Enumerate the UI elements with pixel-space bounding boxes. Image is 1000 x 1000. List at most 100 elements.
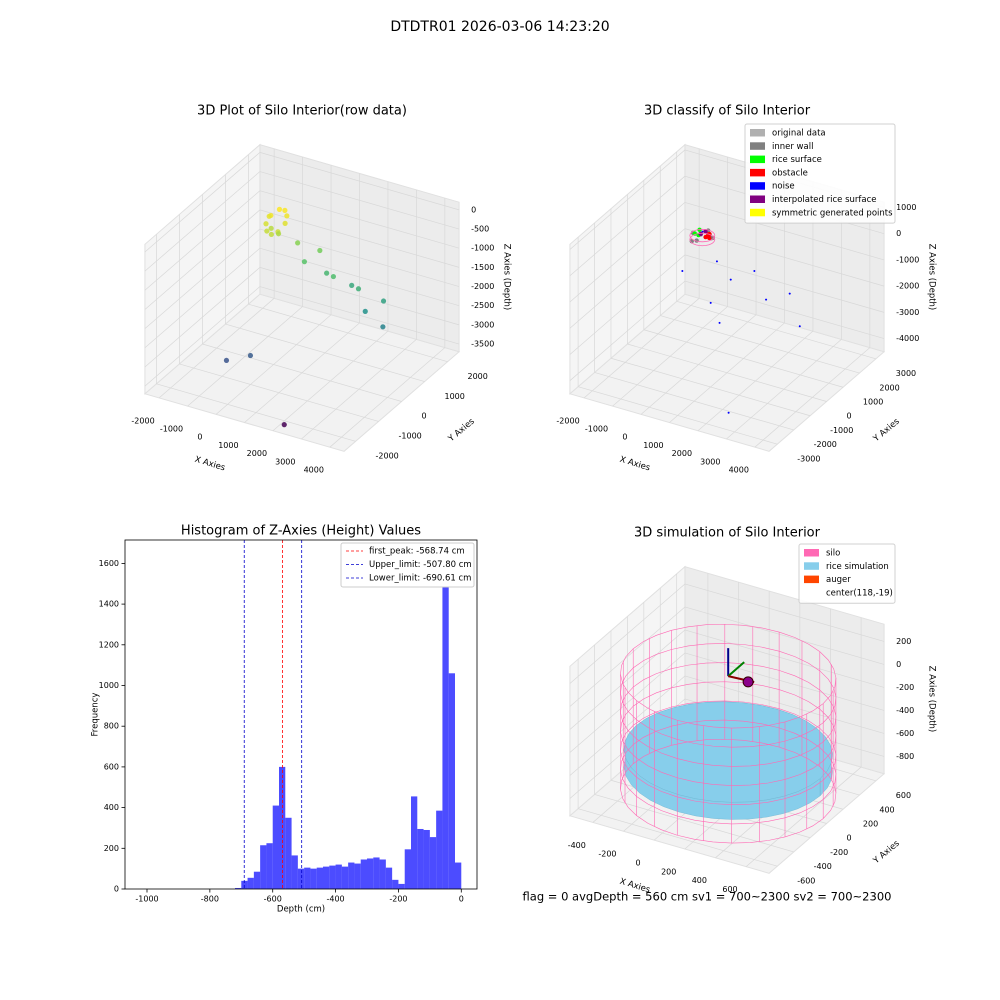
y-tick-label: 200: [104, 844, 119, 853]
grid-line: [156, 383, 356, 442]
bar: [360, 859, 367, 889]
bar: [348, 862, 355, 889]
point: [317, 247, 323, 254]
y-tick-label: -200: [830, 848, 848, 857]
wall-ring: [689, 232, 716, 247]
legend-swatch: [750, 142, 765, 150]
auger: [742, 676, 754, 688]
grid-line: [684, 254, 885, 313]
point: [698, 231, 703, 237]
y-tick-label: 800: [104, 722, 119, 731]
grid-line: [248, 303, 448, 363]
y-tick-label: 400: [104, 803, 119, 812]
point: [275, 231, 282, 237]
y-tick-label: -400: [814, 862, 832, 871]
y-tick-label: 1600: [99, 559, 119, 568]
legend-label: symmetric generated points: [772, 208, 893, 218]
grid-line: [569, 652, 686, 753]
y-tick-label: 0: [422, 412, 427, 421]
x-tick-label: -400: [326, 895, 344, 904]
y-tick-label: 0: [114, 885, 119, 894]
grid-line: [684, 280, 885, 339]
y-tick-label: -600: [797, 876, 815, 885]
x-tick-label: -600: [264, 895, 282, 904]
bar: [335, 864, 342, 889]
y-axis-label: Y Axies: [446, 416, 477, 444]
grid-line: [569, 202, 686, 303]
legend-label: first_peak: -568.74 cm: [369, 547, 465, 557]
bar: [235, 887, 242, 889]
point: [276, 206, 283, 212]
grid-line: [569, 149, 686, 250]
grid-line: [259, 171, 460, 230]
bar: [442, 555, 449, 889]
bar: [316, 867, 323, 889]
grid-line: [660, 315, 860, 374]
subplot-title: Histogram of Z-Axies (Height) Values: [181, 524, 421, 539]
legend-label: noise: [772, 182, 795, 192]
y-tick-label: 1000: [863, 397, 883, 406]
grid-line: [569, 675, 686, 776]
legend-frame: [744, 123, 896, 224]
point: [798, 325, 801, 328]
y-axis-label: Frequency: [91, 693, 101, 737]
z-tick-label: -2500: [471, 301, 494, 310]
grid-line: [643, 329, 844, 388]
bar: [297, 868, 305, 889]
z-tick-label: -1000: [471, 244, 494, 253]
z-tick-label: -2000: [896, 282, 919, 291]
grid-line: [259, 209, 460, 268]
y-axis-label: Y Axies: [871, 838, 902, 866]
point: [681, 269, 684, 272]
point: [707, 235, 712, 241]
grid-line: [259, 190, 460, 249]
grid-line: [202, 343, 402, 402]
y-tick-label: 400: [879, 805, 894, 814]
point: [263, 221, 269, 227]
x-tick-label: -2000: [131, 416, 154, 425]
bar: [354, 863, 361, 889]
z-tick-label: 200: [896, 637, 911, 646]
x-tick-label: 3000: [275, 457, 295, 466]
bar: [310, 868, 317, 889]
bar: [423, 829, 430, 889]
point: [264, 228, 270, 234]
x-tick-label: 0: [622, 433, 627, 442]
point: [349, 282, 355, 288]
point: [380, 298, 387, 304]
legend-label: Lower_limit: -690.61 cm: [369, 574, 471, 584]
bar: [455, 862, 462, 889]
legend-label: interpolated rice surface: [772, 195, 877, 205]
grid-line: [569, 175, 686, 277]
x-tick-label: -1000: [160, 425, 183, 434]
grid-line: [259, 152, 460, 211]
point: [727, 411, 730, 414]
grid-line: [259, 247, 460, 307]
grid-line: [259, 286, 460, 345]
grid-line: [569, 583, 686, 684]
point: [729, 278, 732, 281]
bar: [385, 867, 393, 889]
z-axis-label: Z Axies (Depth): [502, 244, 512, 311]
point: [295, 240, 301, 246]
x-tick-label: -2000: [556, 416, 579, 425]
point: [324, 270, 330, 276]
grid-line: [144, 267, 261, 368]
z-tick-label: -2000: [471, 282, 494, 291]
grid-line: [569, 228, 686, 329]
legend-frame: [798, 543, 896, 604]
bar: [247, 877, 254, 889]
grid-line: [144, 190, 261, 291]
bar: [323, 866, 330, 889]
y-tick-label: 0: [847, 834, 852, 843]
point: [709, 301, 712, 304]
legend-label: silo: [826, 549, 840, 559]
bar: [367, 858, 374, 889]
y-tick-label: 1400: [99, 600, 119, 609]
legend-label: obstacle: [772, 168, 808, 178]
x-tick-label: 2000: [672, 449, 692, 458]
bar: [272, 805, 279, 889]
x-tick-label: 200: [661, 867, 676, 876]
x-axis-label: X Axies: [618, 455, 651, 474]
y-tick-label: 600: [104, 762, 119, 771]
